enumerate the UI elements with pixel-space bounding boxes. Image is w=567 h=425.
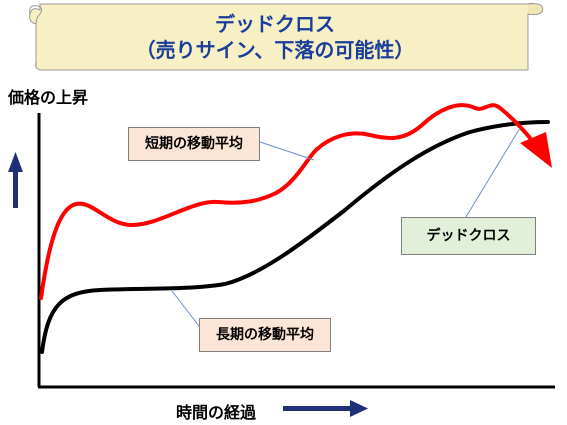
right-arrow-icon [283, 400, 368, 417]
x-axis-label: 時間の経過 [176, 403, 257, 422]
callout-long-ma: 長期の移動平均 [199, 318, 331, 352]
leader-dead-cross [465, 127, 521, 218]
title-banner [29, 2, 544, 71]
callout-dead-cross: デッドクロス [401, 217, 536, 255]
y-axis-label: 価格の上昇 [8, 88, 89, 107]
long-ma-line [40, 120, 550, 354]
leader-short-ma [259, 141, 315, 161]
title-line-1: デッドクロス [215, 12, 335, 36]
short-ma-line [39, 103, 532, 300]
up-arrow-icon [8, 152, 23, 208]
callout-short-ma: 短期の移動平均 [128, 127, 260, 161]
down-arrow-head-icon [520, 132, 552, 168]
leader-long-ma [171, 290, 203, 331]
title-line-2: （売りサイン、下落の可能性） [135, 38, 415, 62]
